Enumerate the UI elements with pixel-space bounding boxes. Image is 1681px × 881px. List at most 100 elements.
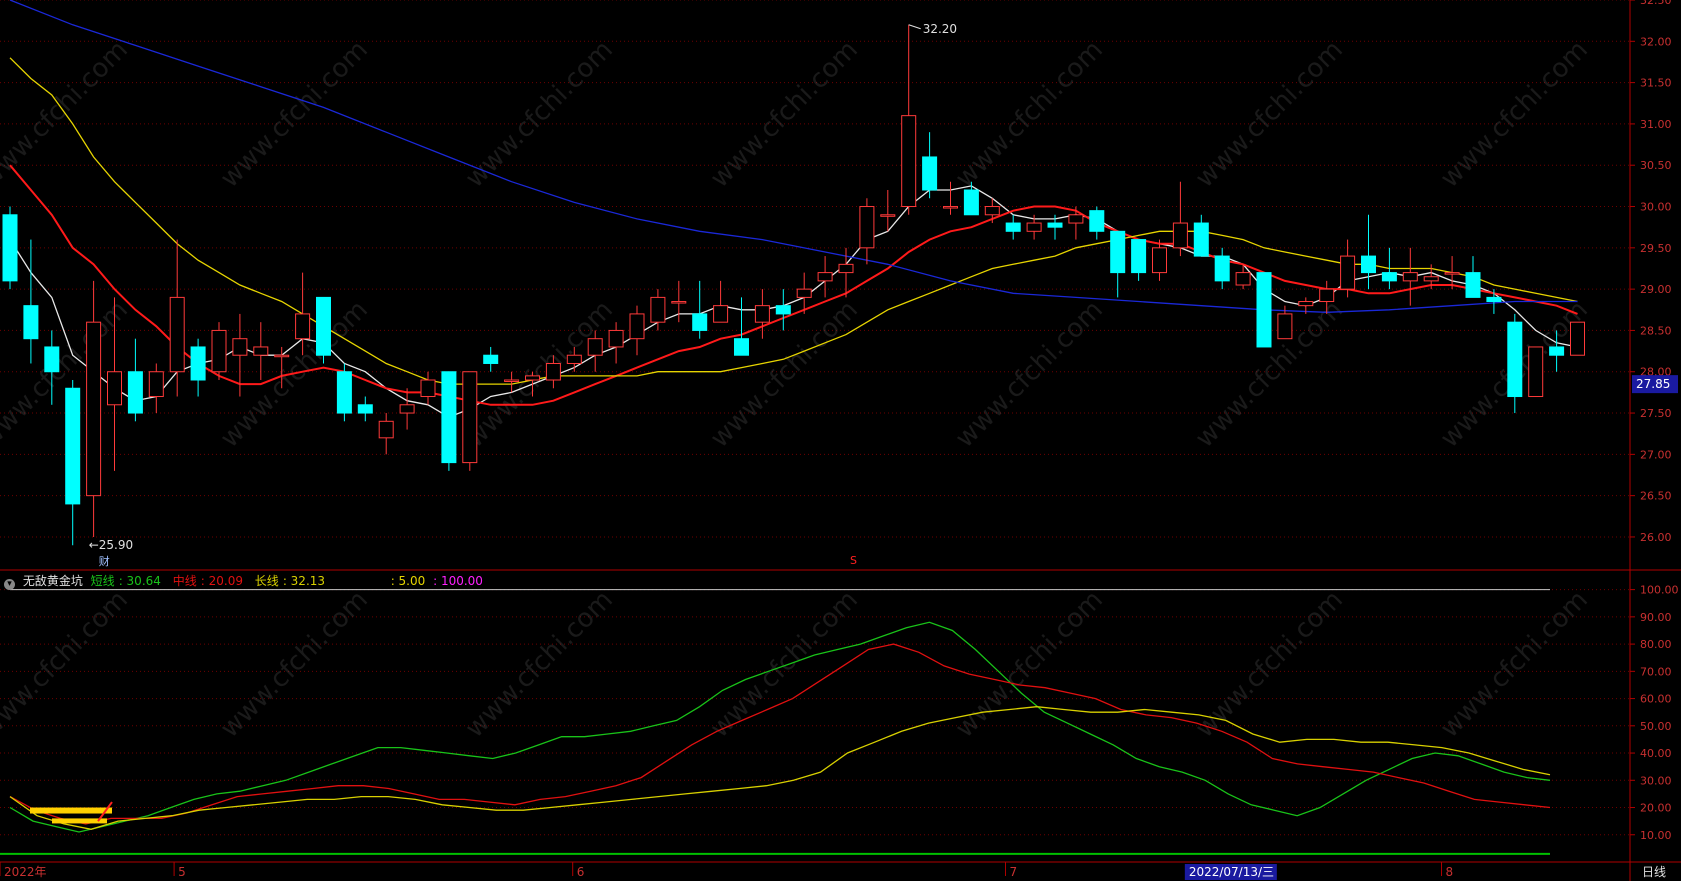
- candle-body: [127, 371, 143, 414]
- candle-body: [1256, 272, 1272, 348]
- osc-y-tick-label: 70.00: [1640, 665, 1672, 678]
- legend-param-1: : 5.00: [390, 574, 426, 588]
- time-label: 8: [1446, 865, 1454, 879]
- candle-body: [1068, 214, 1084, 224]
- candle-body: [754, 305, 770, 323]
- candle: [190, 338, 206, 397]
- candle: [1402, 247, 1418, 306]
- watermark-text: www.cfchi.com: [0, 35, 134, 194]
- candle: [1277, 305, 1293, 340]
- candle: [1444, 256, 1460, 290]
- candle-body: [378, 420, 394, 439]
- watermark-text: www.cfchi.com: [460, 585, 619, 744]
- watermark-text: www.cfchi.com: [705, 295, 864, 454]
- candle: [796, 272, 812, 314]
- candle: [86, 280, 102, 537]
- y-tick-label: 29.00: [1640, 283, 1672, 296]
- candle-body: [1361, 255, 1376, 274]
- candle: [713, 280, 729, 323]
- candle-body: [399, 404, 415, 414]
- candle: [148, 363, 164, 414]
- candle: [462, 371, 478, 471]
- candle: [629, 305, 645, 356]
- candle-body: [44, 346, 60, 373]
- candle-body: [441, 371, 457, 464]
- osc-y-tick-label: 100.00: [1640, 584, 1679, 597]
- candle-body: [545, 362, 561, 381]
- candle-body: [692, 313, 708, 331]
- candle: [922, 132, 938, 199]
- candle-body: [1423, 276, 1439, 282]
- candle-body: [1026, 222, 1042, 232]
- candle-body: [107, 371, 122, 406]
- candle-body: [1465, 272, 1481, 298]
- osc-y-tick-label: 80.00: [1640, 638, 1672, 651]
- ma-line-3: [9, 0, 1578, 313]
- candle-body: [1047, 222, 1063, 228]
- candle: [817, 256, 833, 298]
- watermark-text: www.cfchi.com: [1435, 35, 1594, 194]
- candle-body: [629, 313, 645, 340]
- candle: [232, 313, 248, 397]
- candle-body: [775, 305, 791, 315]
- candle-body: [1214, 255, 1230, 282]
- candle: [734, 297, 749, 356]
- candle-body: [316, 296, 331, 356]
- time-label-current: 2022/07/13/三: [1189, 865, 1274, 879]
- high-pointer: [908, 24, 921, 30]
- candle: [650, 289, 666, 331]
- ma-line-0: [9, 185, 1578, 418]
- candle: [901, 24, 917, 215]
- event-marker: 财: [99, 554, 110, 568]
- candle: [483, 346, 499, 372]
- candle-body: [86, 321, 102, 497]
- candle-body: [1549, 346, 1565, 356]
- candle-body: [1507, 321, 1523, 398]
- candle-body: [1172, 222, 1188, 249]
- candle: [23, 239, 39, 364]
- y-tick-label: 27.50: [1640, 407, 1672, 420]
- candle-body: [1110, 230, 1126, 274]
- candle-body: [1089, 210, 1105, 232]
- candle-body: [148, 371, 164, 398]
- y-tick-label: 30.50: [1640, 159, 1672, 172]
- watermark-text: www.cfchi.com: [0, 585, 134, 744]
- candle-body: [713, 305, 729, 323]
- time-label: 5: [178, 865, 186, 879]
- candle: [1465, 256, 1481, 298]
- candle: [169, 239, 185, 397]
- candle: [984, 198, 1000, 224]
- candle: [838, 247, 854, 298]
- candle-body: [1340, 255, 1356, 290]
- y-tick-label: 28.50: [1640, 324, 1672, 337]
- indicator-toggle-icon[interactable]: ▾: [4, 579, 15, 590]
- candle: [671, 280, 687, 323]
- indicator-title: 无敌黄金坑: [22, 574, 83, 588]
- osc-y-tick-label: 60.00: [1640, 693, 1672, 706]
- candle: [775, 289, 791, 331]
- candle-body: [1570, 321, 1585, 356]
- candle-body: [462, 371, 478, 464]
- candle: [1298, 297, 1314, 314]
- candle-body: [1298, 301, 1314, 307]
- watermark-text: www.cfchi.com: [215, 35, 374, 194]
- signal-bar-lower: [52, 818, 107, 824]
- candle: [1486, 289, 1502, 314]
- watermark-text: www.cfchi.com: [705, 585, 864, 744]
- candle-body: [253, 346, 269, 356]
- candle: [2, 206, 18, 290]
- candle: [754, 289, 770, 339]
- candle: [608, 322, 624, 364]
- candle: [1319, 280, 1335, 314]
- candle-body: [1402, 272, 1418, 282]
- candle: [1361, 214, 1376, 290]
- candle: [127, 338, 143, 422]
- candle-body: [23, 305, 39, 340]
- candle: [880, 190, 896, 232]
- candle: [107, 297, 122, 471]
- candle: [525, 371, 540, 397]
- candle-body: [1444, 272, 1460, 275]
- candle-body: [734, 338, 749, 356]
- watermark-text: www.cfchi.com: [950, 295, 1109, 454]
